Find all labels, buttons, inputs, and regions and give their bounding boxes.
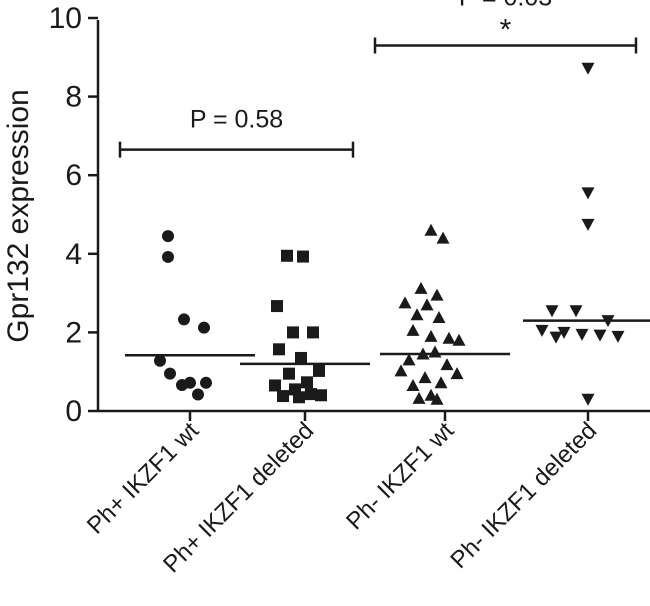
data-point-g3-11 xyxy=(549,331,563,344)
data-point-g2-9 xyxy=(424,329,438,342)
data-point-g1-5 xyxy=(273,343,285,356)
data-point-g2-1 xyxy=(436,231,450,244)
data-point-g2-18 xyxy=(418,371,432,384)
data-point-g2-16 xyxy=(394,364,408,377)
y-tick-label-4: 8 xyxy=(65,81,82,114)
data-points xyxy=(154,62,625,406)
y-tick-label-1: 2 xyxy=(65,316,82,349)
data-point-g1-14 xyxy=(277,390,289,403)
data-point-g1-3 xyxy=(287,326,299,339)
data-point-g3-8 xyxy=(575,328,589,341)
data-point-g3-4 xyxy=(569,305,583,318)
data-point-g2-11 xyxy=(452,333,466,346)
data-point-g1-10 xyxy=(269,379,281,392)
data-point-g0-8 xyxy=(176,379,188,392)
data-point-g1-8 xyxy=(283,367,295,380)
data-point-g2-20 xyxy=(406,378,420,391)
data-point-g2-5 xyxy=(420,298,434,311)
data-point-g3-9 xyxy=(593,329,607,342)
data-point-g3-3 xyxy=(545,305,559,318)
significance-annotations: P = 0.58 P = 0.03 * xyxy=(118,0,638,158)
data-point-g2-21 xyxy=(424,388,438,401)
data-point-g2-19 xyxy=(434,376,448,389)
data-point-g2-4 xyxy=(398,296,412,309)
data-point-g2-17 xyxy=(450,367,464,380)
p-value-label-0: P = 0.58 xyxy=(190,106,283,134)
data-point-g3-0 xyxy=(581,62,595,75)
y-tick-label-3: 6 xyxy=(65,159,82,192)
data-point-g3-12 xyxy=(581,393,595,406)
data-point-g3-6 xyxy=(535,324,549,337)
data-point-g1-4 xyxy=(307,326,319,339)
x-tick-label-3: Ph- IKZF1 deleted xyxy=(445,417,602,574)
data-point-g1-7 xyxy=(313,364,325,377)
y-ticks: 0 2 4 6 8 10 xyxy=(49,2,98,428)
data-point-g2-2 xyxy=(414,281,428,294)
data-point-g0-0 xyxy=(162,230,174,243)
data-point-g3-7 xyxy=(557,326,571,339)
data-point-g3-1 xyxy=(581,187,595,200)
y-tick-label-5: 10 xyxy=(49,2,82,35)
data-point-g0-7 xyxy=(200,376,212,389)
y-tick-label-2: 4 xyxy=(65,238,82,271)
data-point-g2-10 xyxy=(442,331,456,344)
data-point-g2-6 xyxy=(410,308,424,321)
data-point-g0-4 xyxy=(154,354,166,367)
y-axis-label: Gpr132 expression xyxy=(2,89,35,342)
data-point-g2-23 xyxy=(430,392,444,405)
data-point-g1-12 xyxy=(305,388,317,401)
data-point-g2-3 xyxy=(430,288,444,301)
data-point-g2-0 xyxy=(424,223,438,236)
data-point-g0-5 xyxy=(164,367,176,380)
data-point-g1-13 xyxy=(315,389,327,402)
data-point-g0-9 xyxy=(192,388,204,401)
data-point-g1-1 xyxy=(297,250,309,263)
data-point-g2-8 xyxy=(406,323,420,336)
data-point-g3-2 xyxy=(581,218,595,231)
data-point-g2-22 xyxy=(412,391,426,404)
y-tick-label-0: 0 xyxy=(65,395,82,428)
data-point-g2-14 xyxy=(402,353,416,366)
data-point-g2-12 xyxy=(428,345,442,358)
data-point-g1-15 xyxy=(293,391,305,404)
data-point-g1-0 xyxy=(281,249,293,262)
data-point-g0-1 xyxy=(162,250,174,263)
x-tick-label-2: Ph- IKZF1 wt xyxy=(341,417,459,535)
x-tick-label-0: Ph+ IKZF1 wt xyxy=(82,417,205,540)
data-point-g1-9 xyxy=(301,376,313,389)
median-lines xyxy=(125,319,650,366)
p-value-label-1: P = 0.03 xyxy=(459,0,552,12)
data-point-g1-2 xyxy=(271,300,283,313)
data-point-g2-7 xyxy=(432,310,446,323)
data-point-g2-15 xyxy=(440,358,454,371)
significance-star-1: * xyxy=(500,14,512,47)
data-point-g1-6 xyxy=(295,351,307,364)
data-point-g0-3 xyxy=(198,321,210,334)
data-point-g0-2 xyxy=(178,313,190,326)
data-point-g3-10 xyxy=(611,330,625,343)
